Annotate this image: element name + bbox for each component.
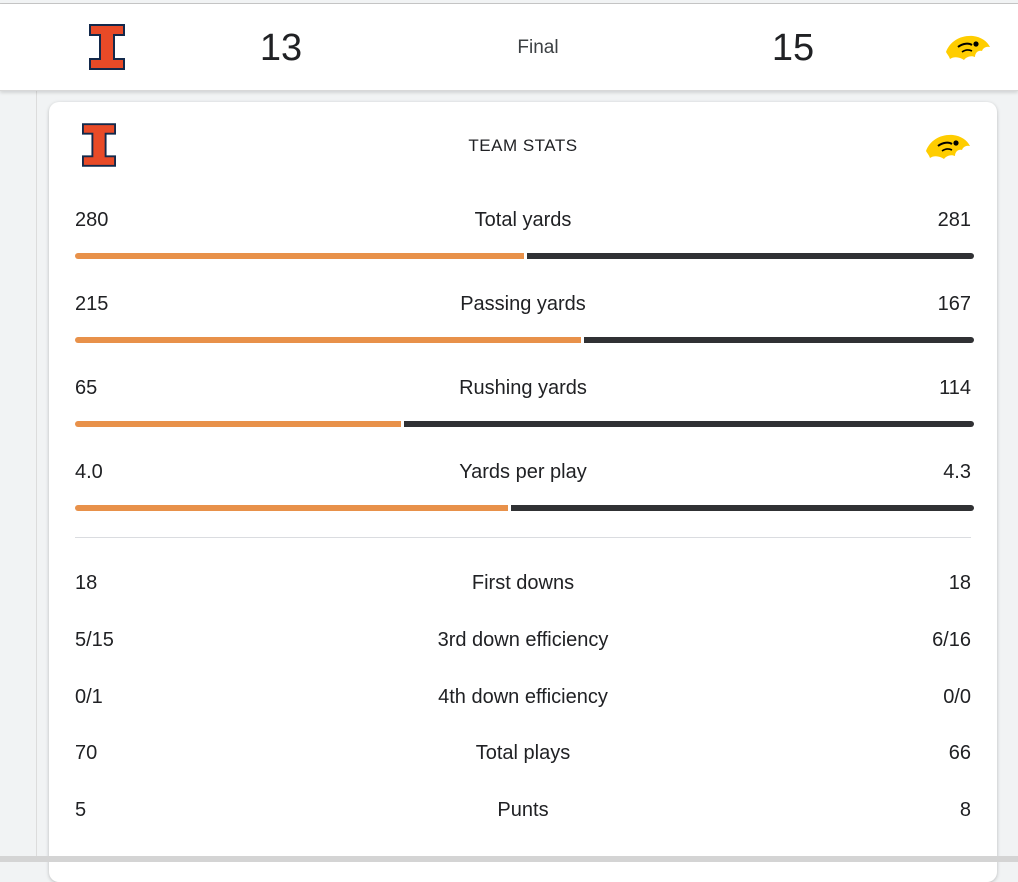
stat-row-first-downs: 18 First downs 18 — [49, 572, 997, 602]
comparison-bar — [75, 421, 974, 427]
stat-label: Rushing yards — [459, 377, 587, 399]
right-value: 4.3 — [943, 461, 971, 483]
iowa-hawkeye-logo-icon[interactable] — [924, 131, 972, 161]
iowa-hawkeye-logo-icon[interactable] — [944, 32, 992, 62]
illinois-logo-icon[interactable] — [82, 122, 116, 168]
top-rule — [0, 3, 1018, 4]
stat-label: Yards per play — [459, 461, 587, 483]
home-score: 13 — [259, 27, 303, 69]
right-team-bar — [527, 253, 974, 259]
stat-label: Total plays — [475, 742, 571, 764]
right-value: 281 — [937, 209, 971, 231]
stat-row-total-yards: 280 Total yards 281 — [49, 209, 997, 239]
scoreboard: 13 Final 15 — [0, 4, 1018, 91]
right-value: 6/16 — [932, 629, 971, 651]
left-value: 65 — [75, 377, 98, 399]
stat-label: First downs — [471, 572, 575, 594]
stat-row-total-plays: 70 Total plays 66 — [49, 742, 997, 772]
left-team-bar — [75, 505, 508, 511]
away-score: 15 — [771, 27, 815, 69]
stat-row-passing-yards: 215 Passing yards 167 — [49, 293, 997, 323]
right-team-bar — [511, 505, 974, 511]
left-team-bar — [75, 337, 581, 343]
stat-label: 4th down efficiency — [438, 686, 608, 708]
right-value: 114 — [939, 377, 971, 399]
section-divider — [75, 537, 971, 538]
left-value: 0/1 — [75, 686, 103, 708]
stat-row-rushing-yards: 65 Rushing yards 114 — [49, 377, 997, 407]
team-stats-title: TEAM STATS — [468, 136, 578, 155]
left-value: 280 — [75, 209, 109, 231]
stat-row-3rd-down-efficiency: 5/15 3rd down efficiency 6/16 — [49, 629, 997, 659]
left-value: 215 — [75, 293, 109, 315]
right-value: 18 — [948, 572, 971, 594]
right-value: 0/0 — [943, 686, 971, 708]
bottom-rule — [0, 856, 1018, 862]
team-stats-card: TEAM STATS 280 Total yards 281 215 Passi… — [49, 102, 997, 882]
left-value: 18 — [75, 572, 98, 594]
game-status: Final — [517, 37, 559, 58]
comparison-bar — [75, 505, 974, 511]
left-team-bar — [75, 421, 401, 427]
right-value: 66 — [948, 742, 971, 764]
left-team-bar — [75, 253, 524, 259]
right-team-bar — [584, 337, 974, 343]
left-value: 70 — [75, 742, 98, 764]
comparison-bar — [75, 337, 974, 343]
left-value: 4.0 — [75, 461, 103, 483]
stat-label: Passing yards — [460, 293, 586, 315]
stat-label: Total yards — [474, 209, 572, 231]
stat-row-punts: 5 Punts 8 — [49, 799, 997, 829]
stat-row-4th-down-efficiency: 0/1 4th down efficiency 0/0 — [49, 686, 997, 716]
right-team-bar — [404, 421, 974, 427]
stat-label: Punts — [497, 799, 549, 821]
comparison-bar — [75, 253, 974, 259]
gutter-line — [36, 90, 37, 862]
stat-row-yards-per-play: 4.0 Yards per play 4.3 — [49, 461, 997, 491]
illinois-logo-icon[interactable] — [89, 24, 125, 70]
right-value: 8 — [959, 799, 971, 821]
left-value: 5/15 — [75, 629, 114, 651]
right-value: 167 — [937, 293, 971, 315]
stat-label: 3rd down efficiency — [437, 629, 609, 651]
left-value: 5 — [75, 799, 87, 821]
